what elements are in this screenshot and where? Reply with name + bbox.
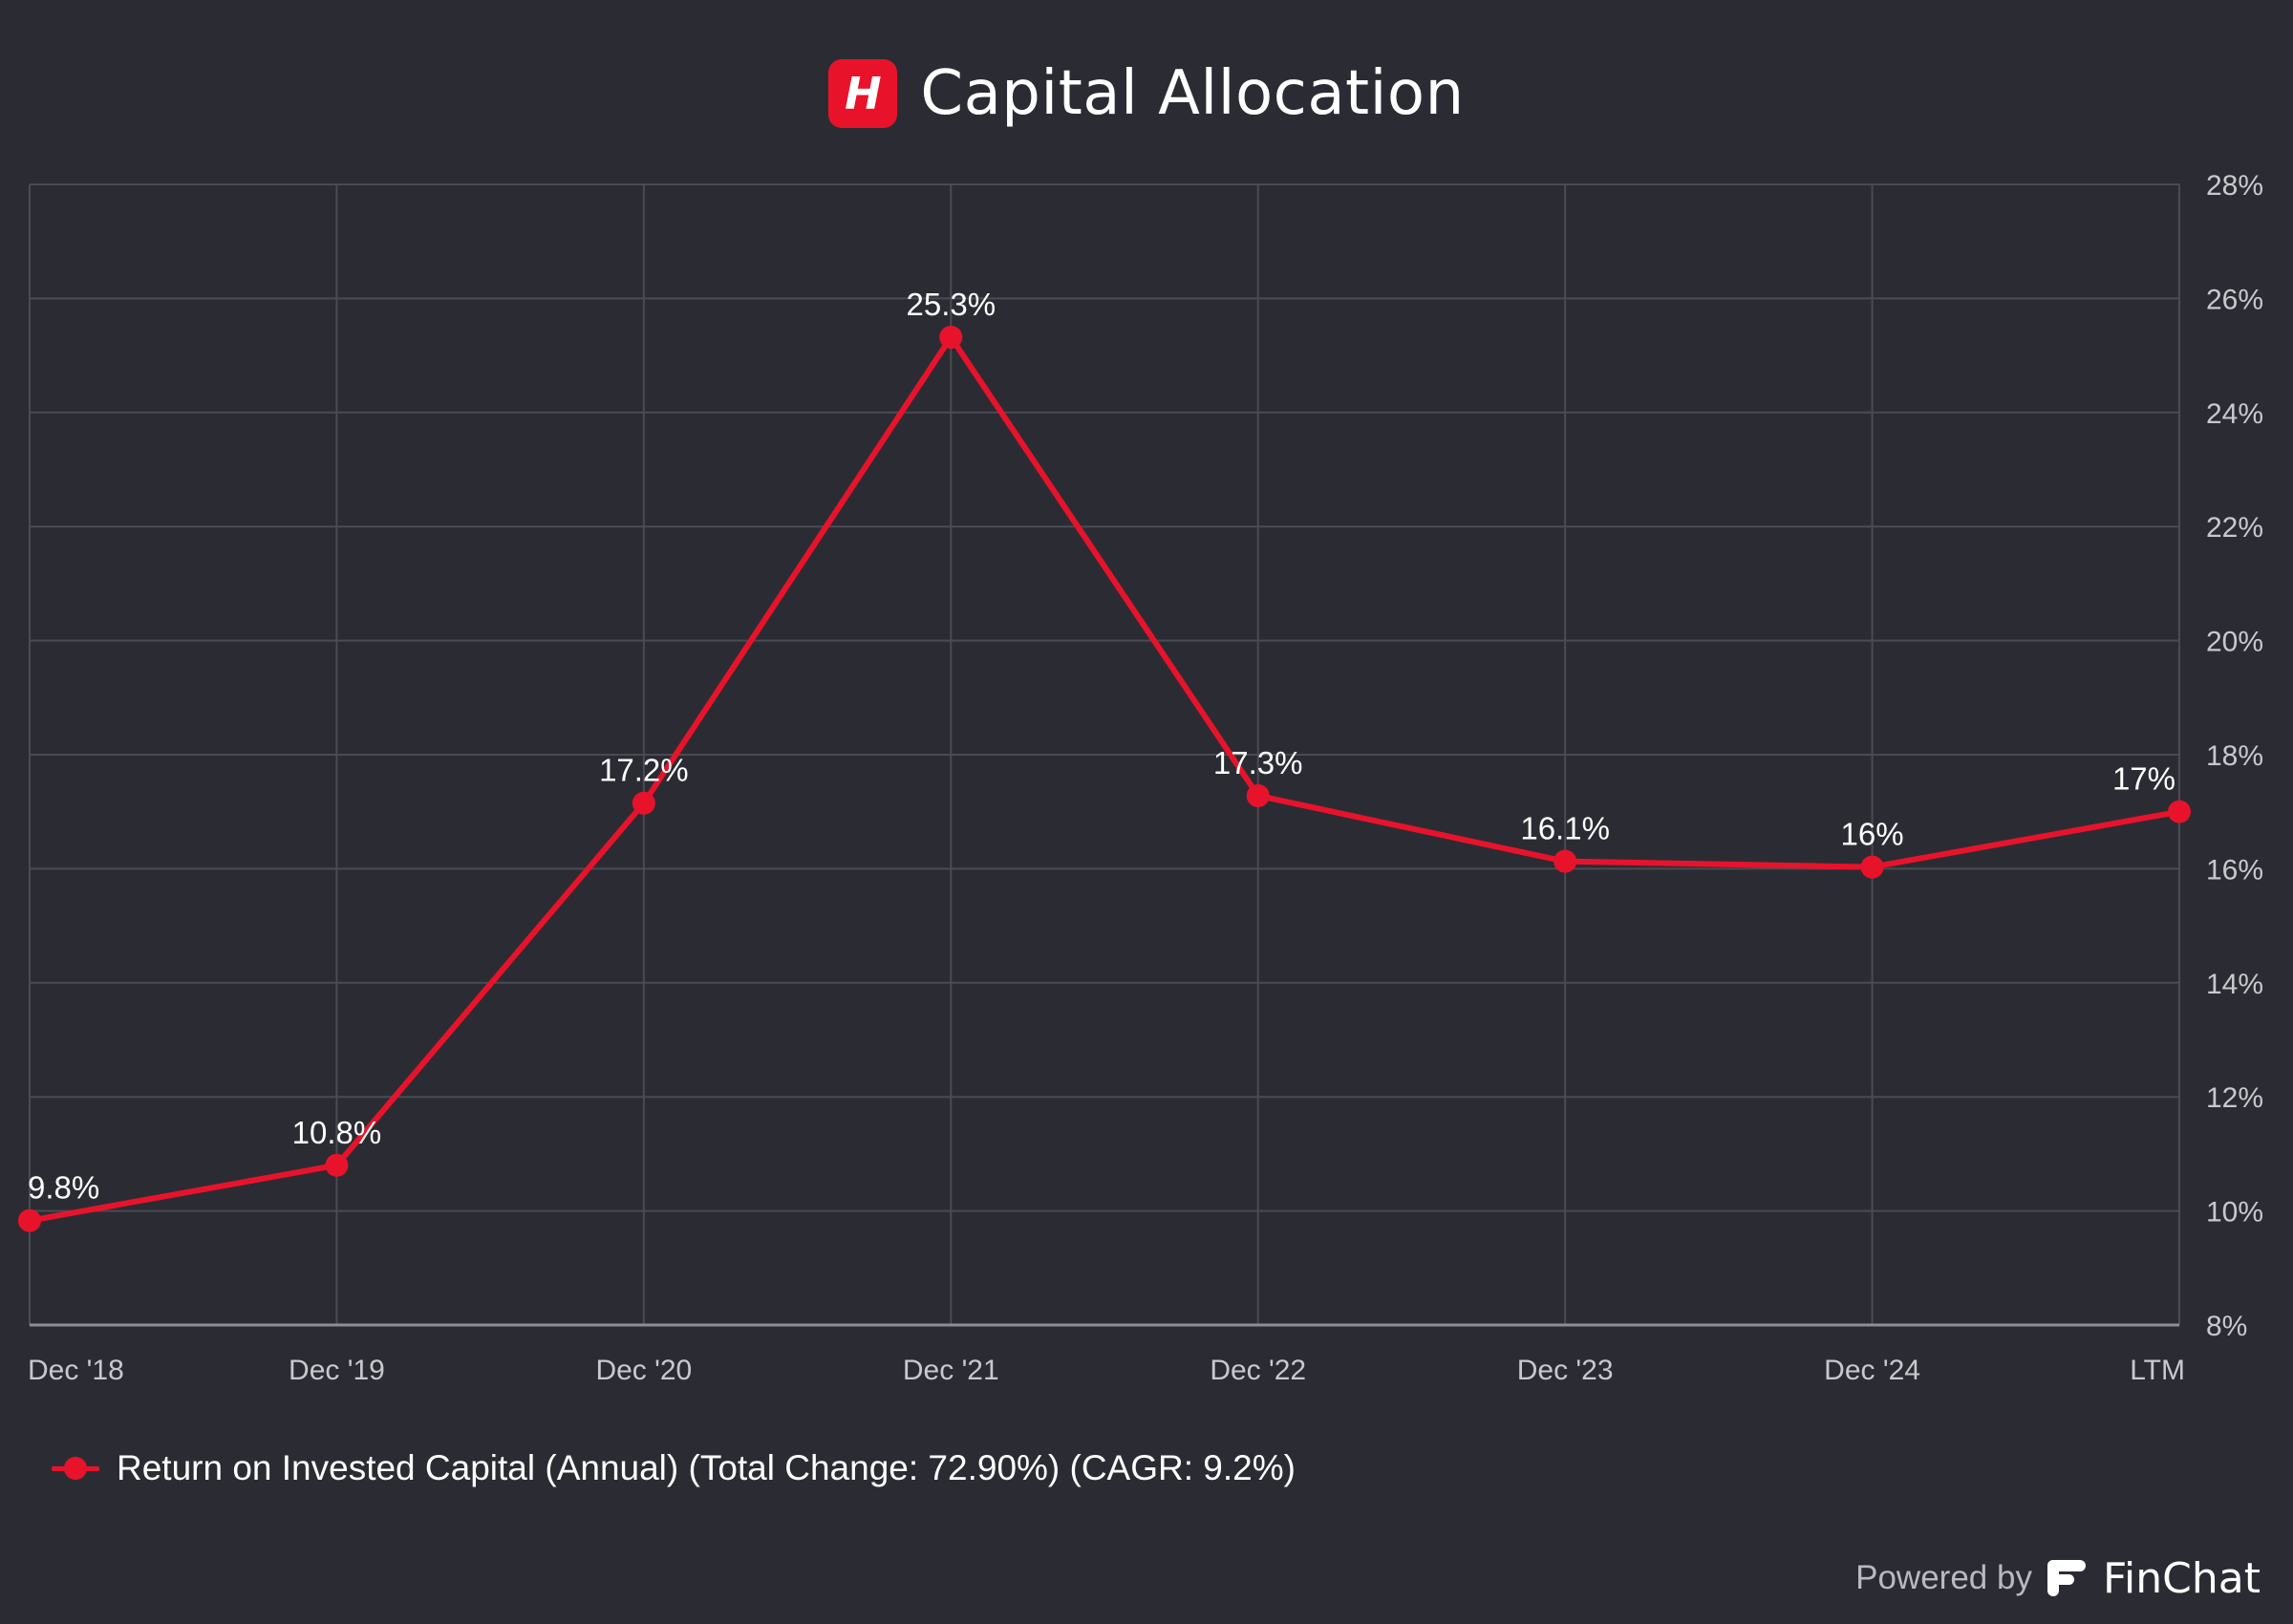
y-tick-label: 20%	[2206, 627, 2263, 658]
data-label: 16%	[1841, 817, 1904, 852]
data-point	[18, 1208, 41, 1232]
powered-by-footer[interactable]: Powered by FinChat	[1855, 1549, 2261, 1607]
grid-lines	[29, 183, 2180, 1327]
data-point	[1246, 783, 1270, 807]
legend-label: Return on Invested Capital (Annual) (Tot…	[117, 1448, 1296, 1487]
legend-series-marker-icon	[52, 1444, 99, 1492]
powered-by-text: Powered by	[1855, 1559, 2032, 1596]
y-axis-ticks: 8% 10% 12% 14% 16% 18% 20% 22% 24% 26% 28%	[2206, 170, 2263, 1342]
chart-header: H Capital Allocation	[0, 46, 2293, 141]
x-tick-label: Dec '20	[595, 1355, 692, 1386]
y-tick-label: 12%	[2206, 1082, 2263, 1114]
data-labels: 9.8% 10.8% 17.2% 25.3% 17.3% 16.1% 16% 17%	[28, 287, 2175, 1206]
y-tick-label: 10%	[2206, 1197, 2263, 1229]
data-point	[2168, 800, 2191, 823]
data-label: 17.3%	[1213, 745, 1303, 780]
data-label: 17%	[2112, 761, 2175, 797]
x-tick-label: Dec '23	[1517, 1355, 1614, 1386]
data-point	[939, 325, 963, 349]
x-axis-ticks: Dec '18 Dec '19 Dec '20 Dec '21 Dec '22 Dec '…	[28, 1355, 2185, 1386]
y-tick-label: 14%	[2206, 969, 2263, 1000]
data-label: 9.8%	[28, 1170, 99, 1206]
data-label: 16.1%	[1520, 811, 1610, 846]
x-tick-label: Dec '24	[1824, 1355, 1920, 1386]
data-label: 17.2%	[599, 753, 689, 788]
y-tick-label: 22%	[2206, 512, 2263, 544]
x-tick-label: Dec '21	[903, 1355, 999, 1386]
y-tick-label: 16%	[2206, 854, 2263, 886]
x-tick-label: Dec '18	[28, 1355, 124, 1386]
series-return-on-invested-capital	[18, 325, 2191, 1232]
data-label: 10.8%	[292, 1115, 382, 1150]
x-tick-label: LTM	[2130, 1355, 2185, 1386]
x-tick-label: Dec '22	[1210, 1355, 1306, 1386]
x-tick-label: Dec '19	[289, 1355, 385, 1386]
company-logo-icon: H	[828, 59, 898, 128]
y-tick-label: 18%	[2206, 740, 2263, 772]
data-point	[325, 1153, 349, 1177]
chart-legend[interactable]: Return on Invested Capital (Annual) (Tot…	[52, 1444, 1296, 1492]
y-tick-label: 26%	[2206, 284, 2263, 315]
data-point	[1554, 849, 1577, 873]
data-label: 25.3%	[906, 287, 996, 322]
finchat-brand-name: FinChat	[2102, 1553, 2261, 1603]
y-tick-label: 28%	[2206, 170, 2263, 202]
y-tick-label: 8%	[2206, 1311, 2247, 1342]
y-tick-label: 24%	[2206, 398, 2263, 430]
data-point	[1860, 855, 1884, 879]
series-line	[27, 333, 2182, 1224]
finchat-logo-icon	[2047, 1560, 2086, 1596]
data-point	[632, 791, 655, 815]
chart-title: Capital Allocation	[920, 58, 1465, 129]
